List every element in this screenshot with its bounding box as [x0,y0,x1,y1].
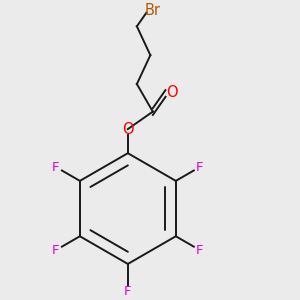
Text: F: F [52,244,60,256]
Text: O: O [122,122,134,136]
Text: F: F [196,244,203,256]
Text: F: F [52,160,60,173]
Text: O: O [167,85,178,100]
Text: Br: Br [145,3,160,18]
Text: F: F [196,160,203,173]
Text: F: F [124,285,132,298]
